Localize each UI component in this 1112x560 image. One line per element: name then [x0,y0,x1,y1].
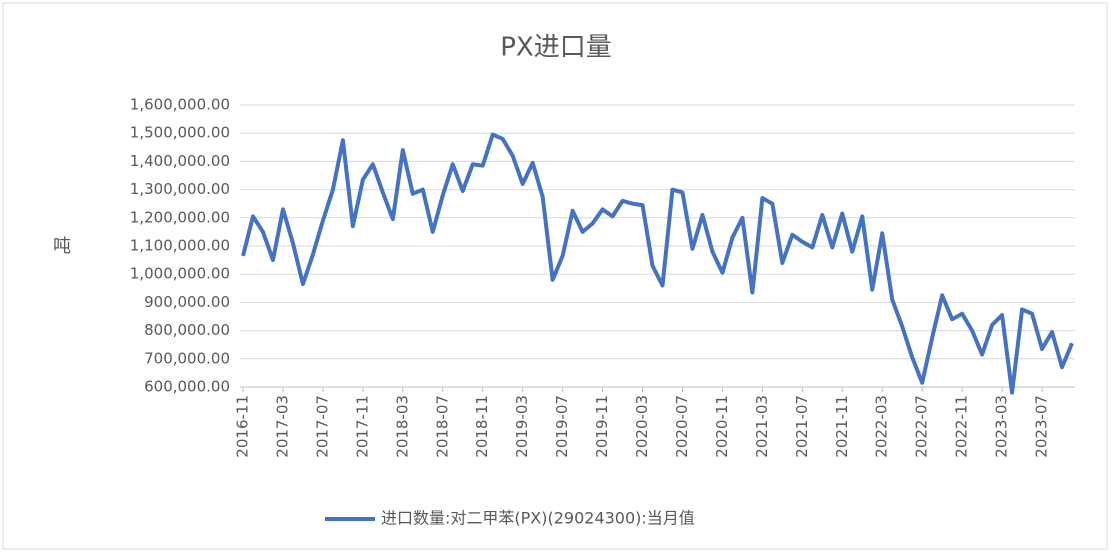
x-tick-label: 2016-11 [234,395,252,458]
x-tick-label: 2022-07 [913,395,931,458]
x-tick-label: 2017-11 [353,395,371,458]
x-tick-label: 2019-03 [513,395,531,458]
x-tick-label: 2023-03 [993,395,1011,458]
series-line [241,132,1074,395]
x-tick-label: 2020-03 [633,395,651,458]
y-tick-label: 1,100,000.00 [130,237,230,255]
y-tick-label: 1,400,000.00 [130,152,230,170]
x-tick-label: 2021-07 [793,395,811,458]
y-tick-label: 1,500,000.00 [130,124,230,142]
x-tick-label: 2017-07 [313,395,331,458]
y-tick-label: 900,000.00 [144,293,230,311]
x-tick-label: 2022-03 [873,395,891,458]
y-tick-label: 1,600,000.00 [130,96,230,114]
y-tick-label: 1,200,000.00 [130,208,230,226]
chart-title: PX进口量 [500,33,612,63]
y-axis-label: 吨 [53,236,71,257]
x-tick-label: 2021-03 [753,395,771,458]
y-tick-label: 1,000,000.00 [130,265,230,283]
x-tick-label: 2023-07 [1033,395,1051,458]
y-tick-label: 800,000.00 [144,321,230,339]
x-tick-label: 2020-11 [713,395,731,458]
legend-label: 进口数量:对二甲苯(PX)(29024300):当月值 [381,509,695,528]
x-tick-label: 2022-11 [953,395,971,458]
x-tick-label: 2021-11 [833,395,851,458]
x-tick-label: 2019-07 [553,395,571,458]
x-tick-label: 2018-11 [473,395,491,458]
y-tick-label: 1,300,000.00 [130,180,230,198]
x-tick-label: 2017-03 [273,395,291,458]
x-tick-label: 2018-03 [393,395,411,458]
y-tick-label: 600,000.00 [144,378,230,396]
x-tick-label: 2018-07 [433,395,451,458]
y-tick-label: 700,000.00 [144,349,230,367]
x-tick-label: 2019-11 [593,395,611,458]
x-tick-label: 2020-07 [673,395,691,458]
